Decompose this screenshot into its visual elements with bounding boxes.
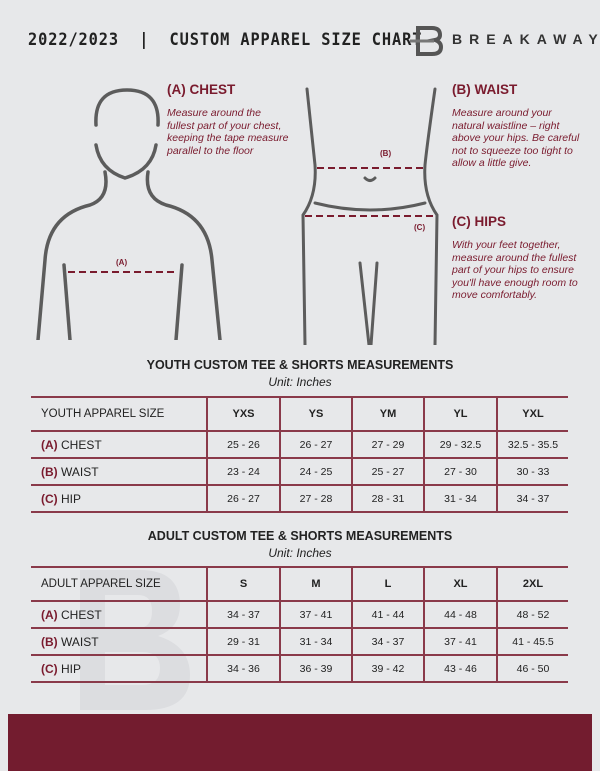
size-label-header: YOUTH APPAREL SIZE [31,396,207,432]
measurement-label: (C) HIP [31,655,207,683]
table-row: (B) WAIST 29 - 31 31 - 34 34 - 37 37 - 41 41 … [31,628,568,656]
hips-description: With your feet together, measure around … [452,239,578,302]
measurement-code: (A) [41,607,58,622]
table-row: (A) CHEST 25 - 26 26 - 27 27 - 29 29 - 32.5 3… [31,431,568,459]
youth-table-title: YOUTH CUSTOM TEE & SHORTS MEASUREMENTS [146,358,454,372]
adult-table-title: ADULT CUSTOM TEE & SHORTS MEASUREMENTS [147,529,453,543]
measurement-name: WAIST [61,464,99,479]
waist-description: Measure around your natural waistline – … [452,107,580,170]
table-cell: 25 - 26 [206,431,280,459]
measurement-code: (B) [41,634,58,649]
measurement-code: (A) [41,437,58,452]
table-cell: 31 - 34 [279,628,352,656]
hips-heading: (C) HIPS [452,214,506,229]
size-column-header: 2XL [496,566,568,602]
table-cell: 34 - 37 [496,485,568,513]
table-cell: 39 - 42 [351,655,424,683]
size-column-header: XL [423,566,497,602]
table-cell: 31 - 34 [423,485,497,513]
table-cell: 29 - 32.5 [423,431,497,459]
table-cell: 34 - 37 [351,628,424,656]
table-cell: 44 - 48 [423,601,497,629]
waist-heading: (B) WAIST [452,82,518,97]
adult-size-table: ADULT APPAREL SIZE S M L XL 2XL (A) CHEST 34 - … [31,566,568,683]
measurement-name: HIP [61,491,82,506]
table-cell: 36 - 39 [279,655,352,683]
table-cell: 41 - 45.5 [496,628,568,656]
upper-body-figure [36,88,222,340]
table-cell: 26 - 27 [279,431,352,459]
youth-size-table: YOUTH APPAREL SIZE YXS YS YM YL YXL (A) CHEST 2… [31,396,568,513]
table-cell: 48 - 52 [496,601,568,629]
table-row: (C) HIP 34 - 36 36 - 39 39 - 42 43 - 46 46 - … [31,655,568,683]
size-column-header: M [279,566,352,602]
measurement-code: (C) [41,491,58,506]
measurement-name: WAIST [61,634,99,649]
measurement-name: CHEST [61,437,102,452]
table-header-row: ADULT APPAREL SIZE S M L XL 2XL [31,566,568,602]
size-column-header: YXL [496,396,568,432]
page-title: 2022/2023 | CUSTOM APPAREL SIZE CHART [28,30,423,50]
table-cell: 34 - 37 [206,601,280,629]
table-cell: 27 - 29 [351,431,424,459]
size-label-header: ADULT APPAREL SIZE [31,566,207,602]
table-cell: 25 - 27 [351,458,424,486]
table-cell: 24 - 25 [279,458,352,486]
size-column-header: YM [351,396,424,432]
measurement-label: (B) WAIST [31,458,207,486]
breakaway-logo-icon [410,26,444,56]
waist-marker-label: (B) [380,149,392,158]
measurement-label: (C) HIP [31,485,207,513]
table-cell: 37 - 41 [423,628,497,656]
size-column-header: YS [279,396,352,432]
table-cell: 41 - 44 [351,601,424,629]
chest-marker-label: (A) [116,258,128,267]
table-cell: 34 - 36 [206,655,280,683]
table-cell: 29 - 31 [206,628,280,656]
size-column-header: YL [423,396,497,432]
lower-body-figure [301,87,439,345]
size-column-header: YXS [206,396,280,432]
measurement-label: (A) CHEST [31,431,207,459]
measurement-label: (A) CHEST [31,601,207,629]
table-cell: 32.5 - 35.5 [496,431,568,459]
measurement-label: (B) WAIST [31,628,207,656]
table-cell: 27 - 30 [423,458,497,486]
chest-description: Measure around the fullest part of your … [167,107,289,157]
measurement-name: HIP [61,661,82,676]
measurement-code: (B) [41,464,58,479]
table-cell: 23 - 24 [206,458,280,486]
table-header-row: YOUTH APPAREL SIZE YXS YS YM YL YXL [31,396,568,432]
size-column-header: S [206,566,280,602]
table-cell: 46 - 50 [496,655,568,683]
adult-unit: Unit: Inches [268,546,332,560]
table-row: (C) HIP 26 - 27 27 - 28 28 - 31 31 - 34 34 - … [31,485,568,513]
table-cell: 43 - 46 [423,655,497,683]
table-row: (B) WAIST 23 - 24 24 - 25 25 - 27 27 - 30 30 … [31,458,568,486]
footer-band [8,714,592,771]
youth-unit: Unit: Inches [268,375,332,389]
measurement-name: CHEST [61,607,102,622]
table-row: (A) CHEST 34 - 37 37 - 41 41 - 44 44 - 48 48 … [31,601,568,629]
brand-name: BREAKAWAY [452,31,600,47]
table-cell: 27 - 28 [279,485,352,513]
table-cell: 28 - 31 [351,485,424,513]
table-cell: 30 - 33 [496,458,568,486]
hips-marker-label: (C) [414,223,426,232]
table-cell: 37 - 41 [279,601,352,629]
measurement-code: (C) [41,661,58,676]
chest-heading: (A) CHEST [167,82,236,97]
table-cell: 26 - 27 [206,485,280,513]
size-column-header: L [351,566,424,602]
